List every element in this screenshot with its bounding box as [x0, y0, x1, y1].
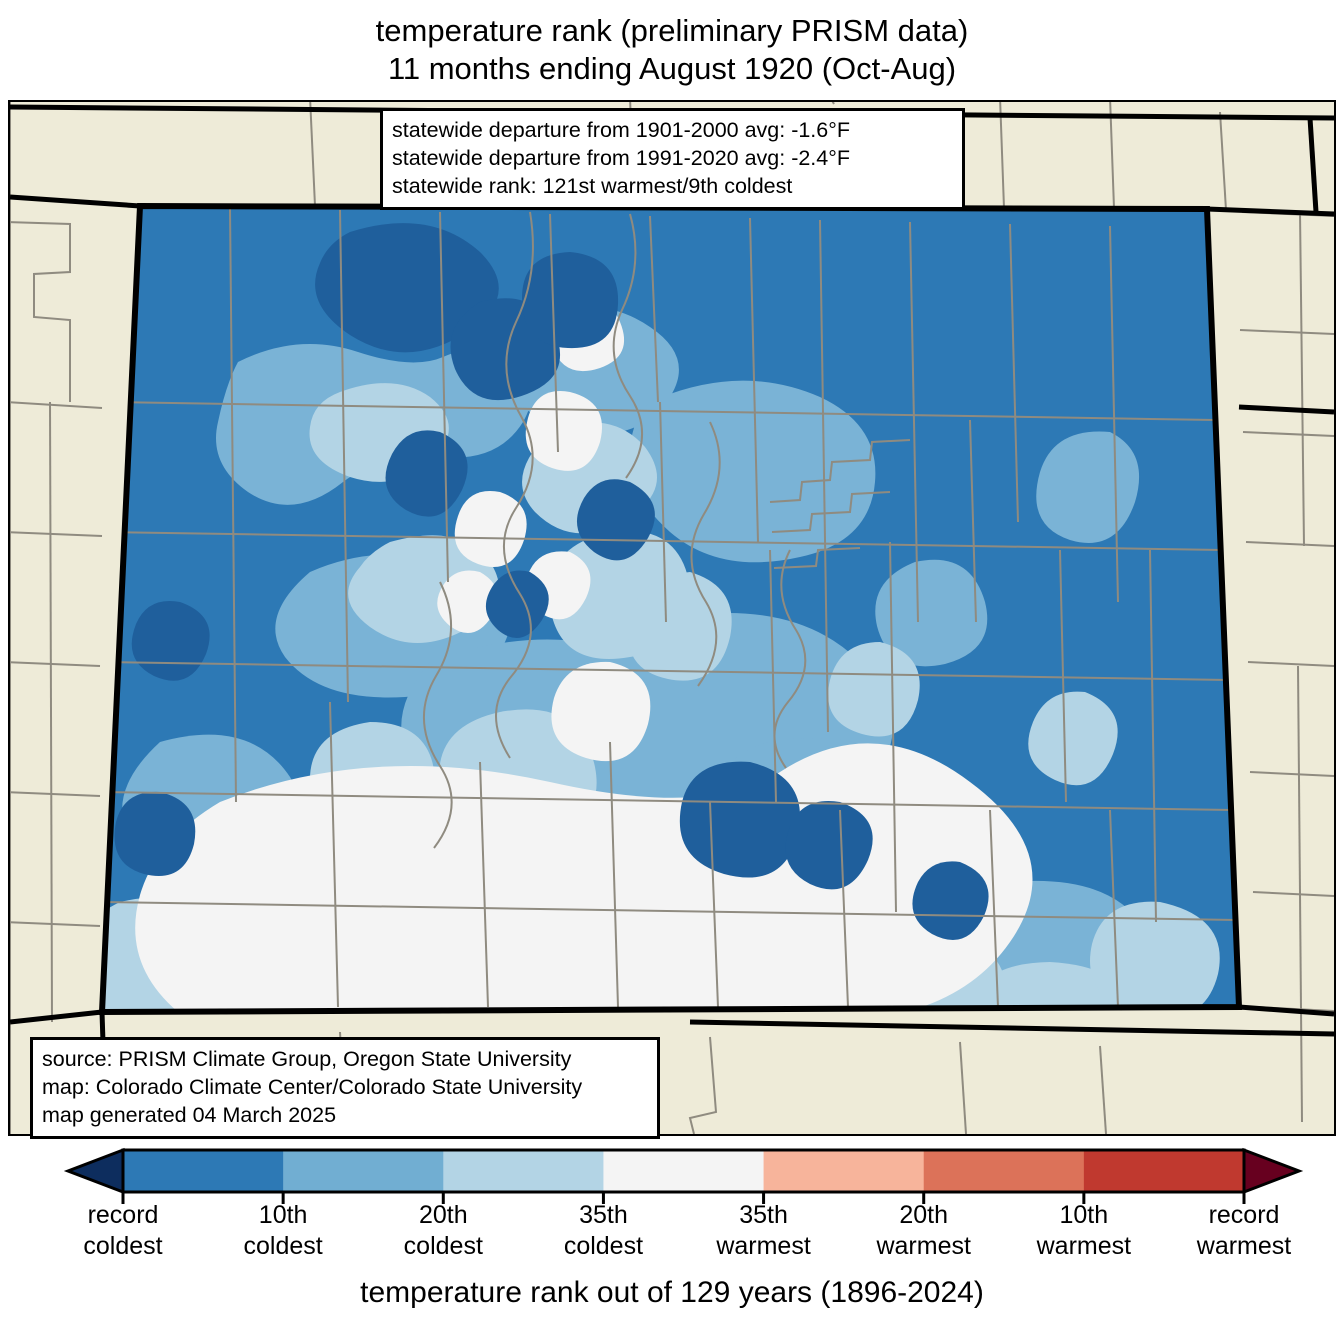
source-line: source: PRISM Climate Group, Oregon Stat…	[42, 1047, 572, 1071]
colorbar-tick-label-line2: coldest	[243, 1232, 323, 1260]
colorbar-tick-label: 35th coldest	[523, 1200, 683, 1262]
colorbar-caption: temperature rank out of 129 years (1896-…	[360, 1276, 984, 1309]
departure-1991-2020: statewide departure from 1991-2020 avg: …	[392, 146, 850, 170]
colorbar-tick-label-line2: coldest	[83, 1232, 163, 1260]
map-credit-line: map: Colorado Climate Center/Colorado St…	[42, 1075, 583, 1099]
colorbar-tick-label-line2: warmest	[876, 1232, 971, 1260]
colorbar-tick-label-line2: warmest	[1196, 1232, 1292, 1260]
rank-contour-fills	[102, 206, 1239, 1012]
colorbar-tick-label-line1: 10th	[1059, 1201, 1109, 1229]
colorbar-segment	[283, 1150, 444, 1192]
colorbar	[0, 1144, 1344, 1204]
colorbar-tick-label-line2: warmest	[716, 1232, 811, 1260]
colorbar-cap-high	[1242, 1147, 1304, 1195]
title-line-1: temperature rank (preliminary PRISM data…	[375, 13, 969, 48]
colorbar-segment	[1083, 1150, 1245, 1192]
colorbar-tick-label-line1: record	[87, 1201, 159, 1229]
colorbar-segment	[443, 1150, 604, 1192]
colorado-rank-map	[10, 102, 1334, 1134]
departure-1901-2000: statewide departure from 1901-2000 avg: …	[392, 118, 850, 142]
statewide-rank: statewide rank: 121st warmest/9th coldes…	[392, 174, 793, 198]
colorado-county-lines	[102, 207, 1237, 1008]
colorbar-tick-label-line1: 20th	[899, 1201, 949, 1229]
map-frame	[8, 100, 1336, 1136]
colorbar-tick-label: record coldest	[43, 1200, 203, 1262]
colorbar-tick-label: 10th warmest	[1004, 1200, 1164, 1262]
colorbar-tick-label: record warmest	[1164, 1200, 1324, 1262]
colorbar-segment	[123, 1150, 284, 1192]
page-title: temperature rank (preliminary PRISM data…	[0, 12, 1344, 88]
colorbar-outline	[121, 1148, 1246, 1194]
map-generated-line: map generated 04 March 2025	[42, 1103, 337, 1127]
colorbar-tick-label-line1: 35th	[579, 1201, 628, 1229]
statewide-stats-box: statewide departure from 1901-2000 avg: …	[380, 108, 965, 210]
colorbar-tick-label: 20th warmest	[844, 1200, 1004, 1262]
source-credit-box: source: PRISM Climate Group, Oregon Stat…	[30, 1037, 660, 1139]
title-line-2: 11 months ending August 1920 (Oct-Aug)	[387, 51, 957, 86]
colorbar-tick-label-line1: 20th	[418, 1201, 468, 1229]
colorbar-tick-label-line1: 35th	[739, 1201, 788, 1229]
colorbar-tick-label-line1: 10th	[258, 1201, 308, 1229]
colorbar-segment	[603, 1150, 765, 1192]
colorbar-tick-label-line1: record	[1208, 1201, 1280, 1229]
colorbar-tick-label: 35th warmest	[684, 1200, 844, 1262]
colorbar-tick-label-line2: warmest	[1036, 1232, 1132, 1260]
colorbar-segment	[763, 1150, 925, 1192]
colorbar-tick-label-line2: coldest	[403, 1232, 483, 1260]
colorbar-tick-label-line2: coldest	[563, 1232, 644, 1260]
colorbar-svg	[63, 1147, 1304, 1204]
colorbar-tick-labels: record coldest 10th coldest 20th coldest 35th c…	[0, 1200, 1344, 1264]
colorbar-tick-label: 20th coldest	[363, 1200, 523, 1262]
colorbar-segment	[923, 1150, 1085, 1192]
colorbar-cap-low	[63, 1147, 125, 1195]
colorbar-tick-label: 10th coldest	[203, 1200, 363, 1262]
